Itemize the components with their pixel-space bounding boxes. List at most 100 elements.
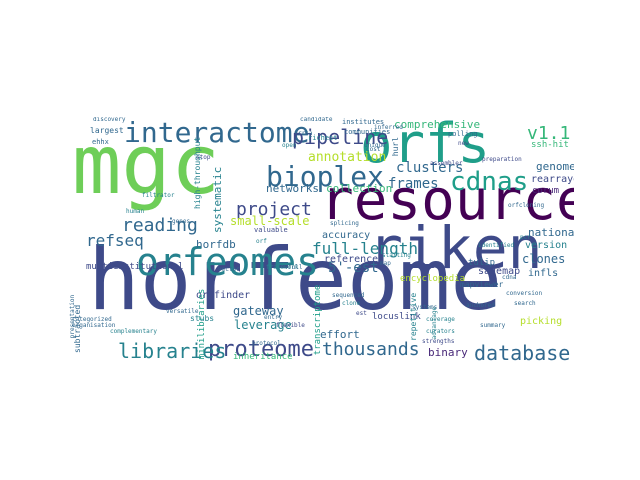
word-multiinstitutional: multiinstitutional <box>86 262 184 272</box>
word-rearrayed: rearrayed <box>531 174 574 185</box>
word-reference: reference <box>324 254 379 265</box>
word-versatile: versatile <box>166 308 199 315</box>
word-interactome: interactome <box>124 117 310 149</box>
word-assembler: assembler <box>430 160 463 167</box>
word-pcr: pcr <box>520 234 531 241</box>
word-curators: curators <box>426 328 455 335</box>
word-strengths: strengths <box>422 338 455 345</box>
word-accuracy: accuracy <box>322 230 371 241</box>
word-mgc: mgc <box>72 118 221 213</box>
word-minilibraries: minilibraries <box>197 288 207 360</box>
word-genes: genes <box>172 218 191 225</box>
word-conversion: conversion <box>506 290 543 297</box>
word-flexible: flexible <box>276 322 305 329</box>
word-frames: frames <box>388 176 439 192</box>
word-rrsa: rrsa <box>298 130 313 137</box>
word-orfcloning: orfcloning <box>508 202 545 209</box>
word-stop: stop <box>196 154 211 161</box>
word-high-throughput: high-throughput <box>193 136 202 209</box>
word-identified: identified <box>478 242 515 249</box>
word-clones: clones <box>522 252 566 266</box>
word-complementary: complementary <box>110 328 157 335</box>
word-vector: vector <box>218 266 240 273</box>
word-transcriptome: transcriptome <box>313 284 323 356</box>
word-locuslink: locuslink <box>372 312 421 322</box>
word-picking: picking <box>520 316 563 327</box>
word-genome: genome <box>536 160 574 173</box>
word-bioplex: bioplex <box>266 160 385 193</box>
word-database: database <box>474 341 571 365</box>
word-clone: clone <box>342 300 361 307</box>
word-cdnas: cdnas <box>450 167 529 197</box>
word-collection: collection <box>326 182 393 195</box>
word-thousands: thousands <box>322 339 420 360</box>
word-splicing: splicing <box>330 220 359 227</box>
word-systematic: systematic <box>211 166 224 233</box>
word-unique: unique <box>364 142 386 149</box>
word-reading: reading <box>122 215 198 236</box>
word-v1-1: v1.1 <box>527 123 571 144</box>
word-project: project <box>236 199 312 220</box>
word-comprehensive: comprehensive <box>394 118 481 131</box>
word-infls: infls <box>528 268 559 279</box>
word-gateway: gateway <box>233 304 284 318</box>
word-networks: networks <box>266 182 319 195</box>
word-institutes: institutes <box>342 118 385 126</box>
word-inheritance: inheritance <box>233 352 293 362</box>
word-effort: effort <box>320 328 360 341</box>
word-clusters: clusters <box>396 160 464 176</box>
word-repetitive: repetitive <box>409 292 418 341</box>
word-candidate: candidate <box>300 117 333 123</box>
word-annotation: annotation <box>308 150 387 165</box>
word-5-est: 5'-est <box>328 260 379 276</box>
word-largest: largest <box>90 126 124 135</box>
word-orfs: orfs <box>360 117 491 175</box>
word-framework: framework <box>266 264 299 271</box>
word-corum: corum <box>532 186 560 196</box>
word-full: full <box>288 264 303 271</box>
word-new: new <box>458 140 469 147</box>
word-protocol: protocol <box>252 340 281 347</box>
word-sagemap: sagemap <box>478 266 521 277</box>
word-discovery: discovery <box>93 117 126 123</box>
word-richest: richest <box>308 134 338 142</box>
word-refseq: refseq <box>86 231 144 250</box>
word-orfeomes: orfeomes <box>136 240 320 284</box>
word-starting: starting <box>382 252 411 259</box>
word-anchored: anchored <box>466 302 495 309</box>
word-summary: summary <box>480 322 506 329</box>
word-binary: binary <box>428 346 468 359</box>
word-encyclopedia: encyclopedia <box>400 274 466 284</box>
word-categorized: categorized <box>72 316 112 323</box>
word-pipeline: pipeline <box>292 125 389 149</box>
word-horfdb: horfdb <box>196 238 236 251</box>
word-orf: orf <box>256 238 267 245</box>
word-small-scale: small-scale <box>230 214 310 228</box>
word-hurl: hurl <box>391 136 400 157</box>
word-polling: polling <box>448 130 478 138</box>
word-national: national <box>528 226 574 239</box>
word-open: open <box>282 142 297 149</box>
word-orffinder: orffinder <box>196 290 251 301</box>
word-ehhx: ehhx <box>92 138 109 146</box>
word-cost: cost <box>366 146 381 153</box>
word-inferred: inferred <box>374 124 403 131</box>
word-map: map <box>380 260 391 267</box>
word-proteome: proteome <box>208 337 314 362</box>
word-preparation: preparation <box>482 156 522 163</box>
word-version: version <box>525 240 568 251</box>
word-coverage: coverage <box>426 316 455 323</box>
word-systems: systems <box>412 304 438 311</box>
word-leverage: leverage <box>234 318 292 332</box>
word-valuable: valuable <box>254 226 288 234</box>
word-sequenced: sequenced <box>332 292 365 299</box>
word-filtrator: filtrator <box>142 192 175 199</box>
word-ssh-hit: ssh-hit <box>531 140 569 150</box>
word-stubs: stubs <box>190 314 215 323</box>
word-organisation: organisation <box>72 322 116 329</box>
word-horfeome: horfeome <box>88 230 503 330</box>
word-full-length: full-length <box>312 239 418 258</box>
word-cloud: horfeome mgc orfs resource riken orfeomes inte… <box>66 117 574 365</box>
word-search: search <box>514 300 536 307</box>
word-human: human <box>126 208 145 215</box>
